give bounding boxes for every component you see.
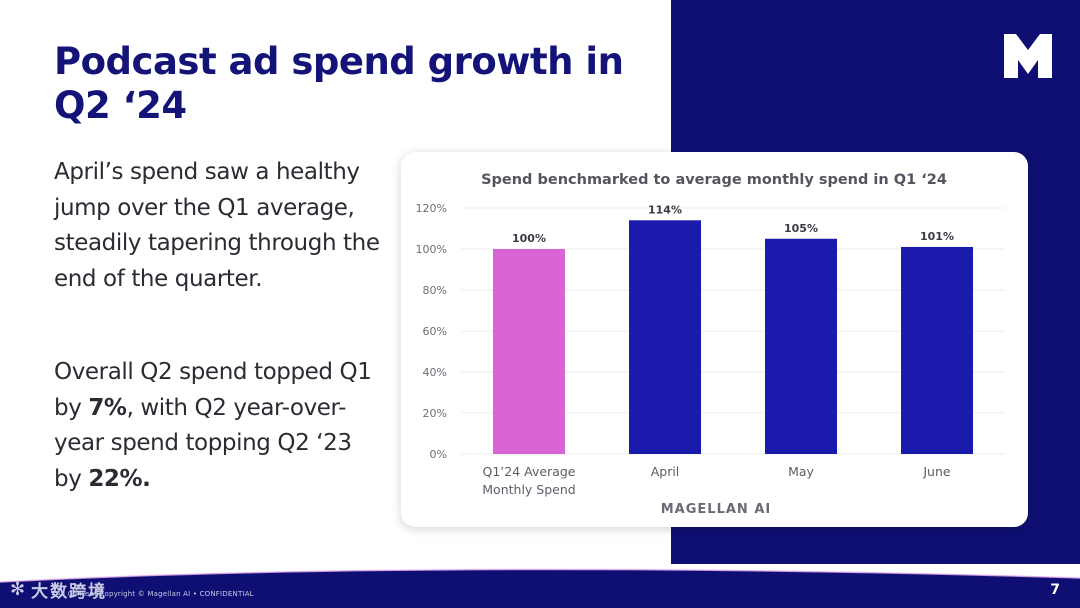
bar bbox=[493, 249, 565, 454]
bar bbox=[765, 238, 837, 454]
y-tick-label: 100% bbox=[416, 243, 447, 256]
bottom-band bbox=[0, 564, 1080, 608]
y-tick-label: 20% bbox=[423, 407, 447, 420]
x-category-label: Monthly Spend bbox=[482, 482, 575, 497]
magellan-m-logo-icon bbox=[1004, 34, 1052, 78]
x-category-label: Q1’24 Average bbox=[483, 464, 576, 479]
bar bbox=[629, 220, 701, 454]
q1-growth-value: 7% bbox=[88, 394, 127, 421]
y-tick-label: 40% bbox=[423, 366, 447, 379]
chart-source-label: MAGELLAN AI bbox=[661, 502, 771, 517]
x-category-label: May bbox=[788, 464, 814, 479]
page-number: 7 bbox=[1050, 582, 1060, 598]
chart-card: Spend benchmarked to average monthly spe… bbox=[401, 152, 1028, 527]
growth-paragraph: Overall Q2 spend topped Q1 by 7%, with Q… bbox=[54, 355, 384, 497]
x-category-label: June bbox=[922, 464, 951, 479]
yoy-growth-value: 22%. bbox=[88, 465, 151, 492]
spend-bar-chart: Spend benchmarked to average monthly spe… bbox=[416, 172, 1005, 517]
slide-title: Podcast ad spend growth in Q2 ‘24 bbox=[54, 40, 624, 127]
copyright-footer: All Content Copyright © Magellan AI • CO… bbox=[56, 590, 254, 598]
x-category-label: April bbox=[651, 464, 680, 479]
y-tick-label: 120% bbox=[416, 202, 447, 215]
wave-decoration bbox=[0, 564, 1080, 583]
summary-paragraph: April’s spend saw a healthy jump over th… bbox=[54, 159, 380, 292]
bar-value-label: 105% bbox=[784, 222, 818, 235]
bar-value-label: 100% bbox=[512, 232, 546, 245]
watermark-text: 大数跨境 bbox=[31, 582, 108, 602]
bar-value-label: 101% bbox=[920, 230, 954, 243]
watermark-logo-icon: ✻ bbox=[10, 579, 26, 600]
y-tick-label: 60% bbox=[423, 325, 447, 338]
chart-title: Spend benchmarked to average monthly spe… bbox=[481, 172, 947, 188]
watermark: ✻ 大数跨境 bbox=[10, 577, 107, 602]
y-tick-label: 0% bbox=[430, 448, 447, 461]
growth-text-part2: , with Q2 year-over-year spend topping Q… bbox=[54, 394, 352, 492]
bar bbox=[901, 246, 973, 454]
y-tick-label: 80% bbox=[423, 284, 447, 297]
growth-text-part1: Overall Q2 spend topped Q1 by bbox=[54, 359, 372, 421]
bar-value-label: 114% bbox=[648, 203, 682, 216]
